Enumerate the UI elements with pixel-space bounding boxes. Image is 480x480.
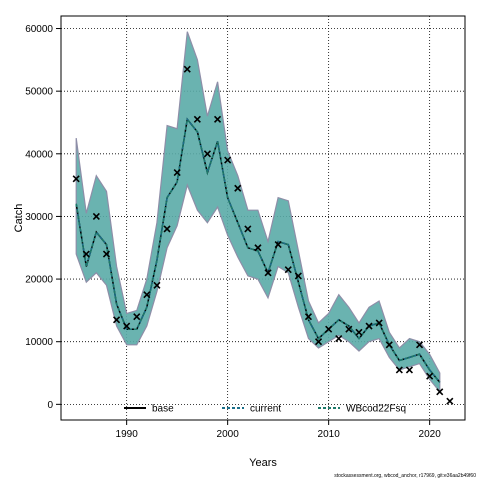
observed-point	[234, 184, 242, 192]
y-tick-label: 40000	[25, 149, 53, 160]
observed-point	[365, 322, 373, 330]
x-tick-label: 1990	[116, 429, 139, 440]
observed-point	[284, 266, 292, 274]
observed-points	[72, 65, 454, 405]
observed-point	[385, 341, 393, 349]
observed-point	[375, 319, 383, 327]
observed-point	[426, 372, 434, 380]
observed-point	[92, 212, 100, 220]
observed-point	[224, 156, 232, 164]
y-tick-label: 0	[47, 400, 53, 411]
observed-point	[133, 313, 141, 321]
observed-point	[254, 244, 262, 252]
series-line-wbcod22fsq	[75, 117, 441, 383]
observed-point	[274, 241, 282, 249]
observed-point	[335, 335, 343, 343]
observed-point	[112, 316, 121, 324]
observed-point	[123, 322, 131, 330]
observed-point	[325, 325, 333, 333]
observed-point	[163, 225, 171, 233]
observed-point	[143, 291, 151, 299]
x-axis-title: Years	[249, 457, 277, 469]
footer-caption: stockassessment.org, wbcod_anchor, r1796…	[334, 473, 476, 479]
observed-point	[72, 175, 80, 183]
plot-frame	[60, 15, 466, 421]
y-tick-label: 20000	[25, 275, 53, 286]
observed-point	[446, 397, 454, 405]
observed-point	[436, 388, 444, 396]
observed-point	[82, 250, 90, 258]
legend-label: base	[152, 404, 174, 415]
x-tick-label: 2000	[217, 429, 240, 440]
observed-point	[294, 272, 302, 280]
legend-label: current	[250, 404, 281, 415]
y-tick-label: 50000	[25, 87, 53, 98]
x-tick-label: 2010	[318, 429, 341, 440]
y-tick-label: 10000	[25, 337, 53, 348]
x-tick-label: 2020	[419, 429, 442, 440]
observed-point	[415, 341, 424, 349]
observed-point	[314, 338, 323, 346]
observed-point	[244, 225, 252, 233]
observed-point	[304, 313, 313, 321]
observed-point	[173, 169, 181, 177]
legend-label: WBcod22Fsq	[346, 404, 406, 415]
observed-point	[264, 269, 272, 277]
observed-point	[345, 325, 353, 333]
observed-point	[203, 150, 212, 158]
observed-point	[102, 250, 111, 258]
y-axis-title: Catch	[13, 204, 25, 233]
y-tick-label: 60000	[25, 24, 53, 35]
observed-point	[193, 115, 201, 123]
observed-point	[395, 366, 403, 374]
y-tick-label: 30000	[25, 212, 53, 223]
observed-point	[153, 281, 161, 289]
observed-point	[183, 65, 191, 73]
legend: base current WBcod22Fsq	[124, 404, 406, 415]
observed-point	[355, 328, 363, 336]
observed-point	[213, 115, 222, 123]
axes: 1990 2000 2010 2020 0 10000 20000 30000 40000 500…	[25, 24, 441, 440]
observed-point	[405, 366, 414, 374]
